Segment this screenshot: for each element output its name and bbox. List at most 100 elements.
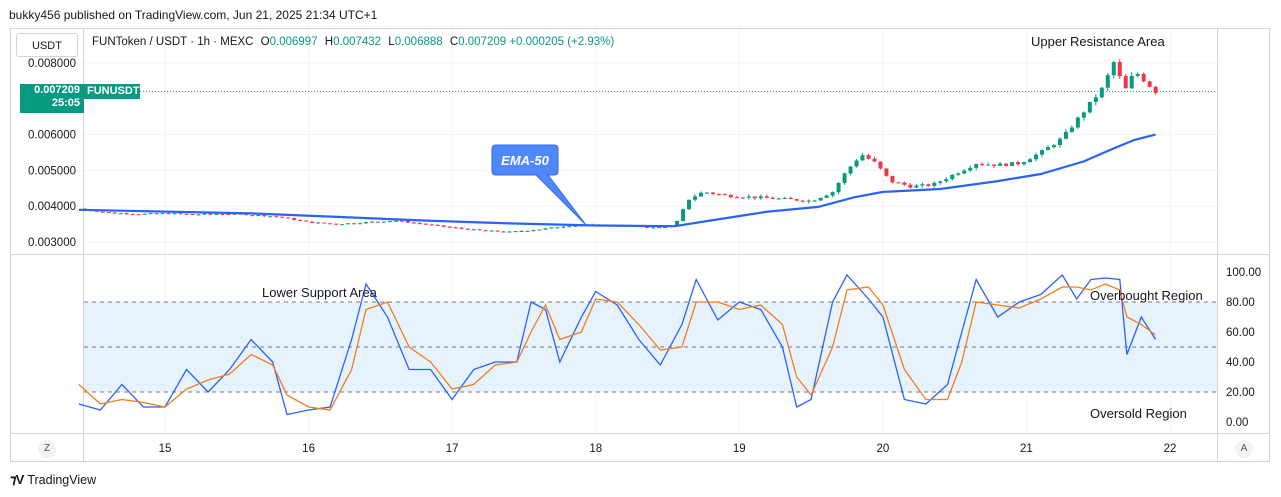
time-tick-label: 16 [302, 443, 315, 455]
candle-up [950, 174, 955, 180]
candle-up [513, 231, 518, 233]
candle-down [304, 220, 309, 222]
price-tick-label: 0.006000 [28, 130, 76, 142]
candle-down [890, 175, 895, 183]
candle-down [980, 164, 985, 166]
candle-down [1123, 76, 1128, 89]
tradingview-logo[interactable]: ⁊V TradingView [10, 472, 96, 488]
price-grid [10, 28, 1270, 462]
candle-down [262, 215, 267, 217]
candle-down [441, 225, 446, 227]
lower-support-label[interactable]: Lower Support Area [262, 285, 378, 300]
oversold-label[interactable]: Oversold Region [1090, 406, 1187, 421]
candle-down [716, 194, 721, 196]
candle-down [310, 221, 315, 223]
candle-down [483, 230, 488, 232]
candle-up [758, 196, 763, 199]
candle-down [477, 229, 482, 231]
candle-up [537, 229, 542, 231]
candle-down [286, 217, 291, 219]
candle-up [968, 167, 973, 171]
candle-down [274, 216, 279, 218]
ema-callout-bubble[interactable] [491, 144, 587, 226]
candle-down [280, 216, 285, 218]
candle-up [525, 230, 530, 232]
candle-up [854, 160, 859, 167]
candle-up [1111, 62, 1116, 76]
candle-up [962, 170, 967, 174]
candle-up [364, 222, 368, 224]
axis-labels: 0.003000 0.004000 0.005000 0.006000 0.008000… [28, 58, 1261, 455]
overbought-label[interactable]: Overbought Region [1090, 288, 1203, 303]
candle-up [998, 163, 1003, 166]
candle-down [328, 223, 333, 225]
brand-name: TradingView [27, 473, 97, 487]
candle-up [1063, 131, 1068, 139]
candle-up [172, 213, 177, 215]
candle-down [352, 223, 357, 225]
stoch-tick-label: 20.00 [1226, 387, 1255, 399]
high-label: H [324, 36, 334, 48]
stochastic-lines [78, 273, 1157, 416]
candle-up [956, 173, 961, 175]
candle-down [423, 223, 428, 225]
candle-up [1069, 127, 1074, 132]
candle-down [298, 219, 303, 221]
candle-down [884, 168, 889, 176]
candle-down [1153, 86, 1158, 93]
candle-down [992, 164, 997, 166]
candle-down [411, 222, 416, 224]
candle-up [824, 195, 829, 198]
candle-down [429, 224, 434, 226]
price-tick-label: 0.003000 [28, 237, 76, 249]
candle-down [896, 182, 901, 184]
open-value: 0.006997 [269, 36, 318, 48]
price-badge-value: 0.007209 [34, 84, 80, 96]
candle-down [322, 222, 327, 224]
time-tick-label: 20 [876, 443, 889, 455]
currency-selector[interactable]: USDT [16, 33, 78, 57]
stoch-k-line [78, 273, 1157, 416]
candle-up [818, 197, 823, 201]
candle-up [256, 215, 261, 217]
candle-up [519, 231, 524, 233]
candle-down [495, 230, 500, 232]
candle-down [764, 196, 769, 198]
candle-down [1004, 163, 1009, 166]
candle-up [555, 227, 560, 229]
candle-up [651, 227, 656, 229]
candle-down [130, 214, 135, 216]
candle-up [1022, 162, 1027, 165]
candle-up [471, 229, 476, 231]
candle-up [1051, 145, 1056, 148]
price-tick-label: 0.004000 [28, 201, 76, 213]
auto-scale-button[interactable]: A [1235, 440, 1253, 458]
candle-down [728, 195, 733, 198]
candle-down [292, 218, 297, 220]
candle-series [82, 58, 1158, 233]
candle-up [573, 225, 578, 227]
candle-up [316, 222, 321, 224]
candle-up [806, 200, 811, 202]
candle-down [100, 211, 105, 213]
candle-down [226, 214, 231, 216]
candle-up [1129, 75, 1134, 89]
time-tick-label: 18 [589, 443, 602, 455]
candle-down [788, 197, 793, 200]
candle-down [734, 197, 739, 199]
price-badge-ticker: FUNUSDT [84, 84, 140, 99]
candle-up [160, 213, 165, 215]
zoom-mode-button[interactable]: Z [38, 440, 56, 458]
candle-down [106, 212, 111, 214]
candle-up [687, 199, 692, 210]
candle-up [1093, 97, 1098, 102]
upper-resistance-label[interactable]: Upper Resistance Area [1031, 34, 1165, 49]
candle-up [142, 213, 147, 215]
candle-up [1057, 138, 1062, 146]
candle-up [1135, 73, 1140, 76]
symbol-name[interactable]: FUNToken / USDT · 1h · MEXC [92, 36, 254, 48]
close-label: C [449, 36, 459, 48]
candle-down [375, 221, 380, 223]
candle-down [752, 196, 757, 199]
